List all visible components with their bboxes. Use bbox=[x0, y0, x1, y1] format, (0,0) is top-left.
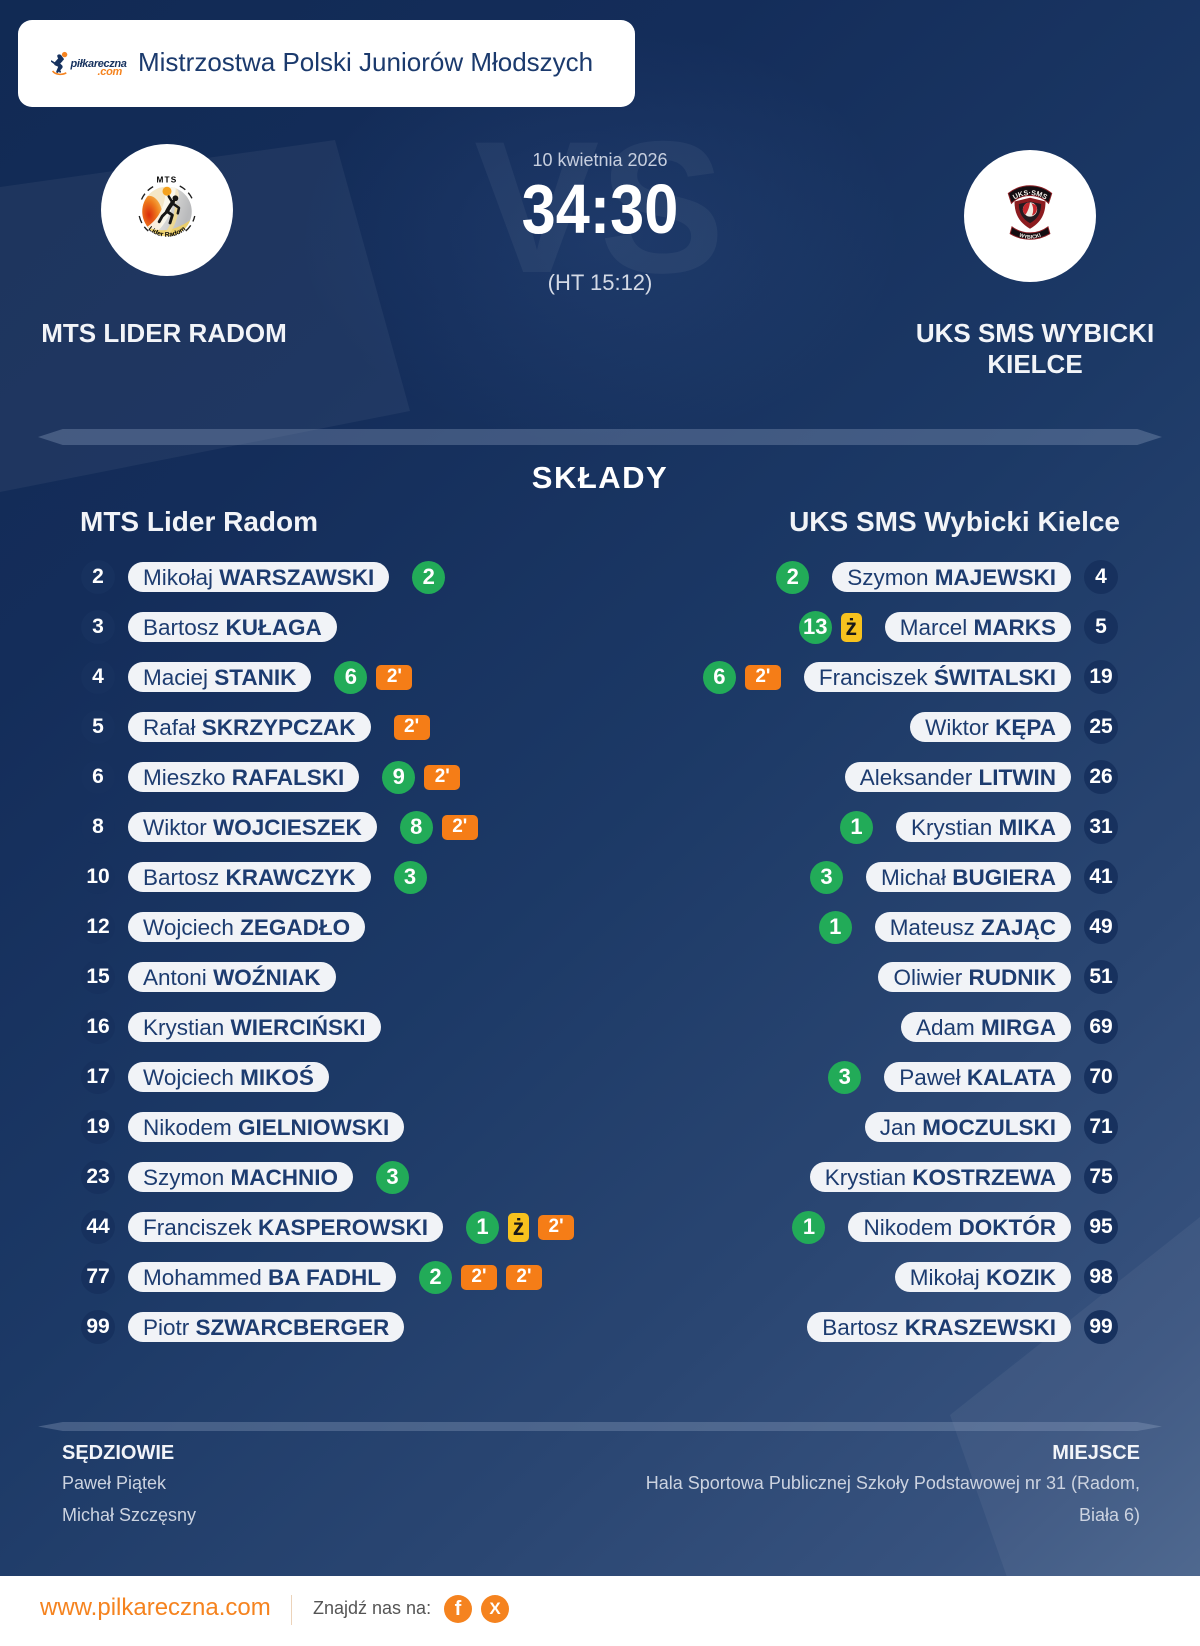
svg-text:UKS·SMS: UKS·SMS bbox=[1011, 189, 1048, 202]
svg-text:MTS: MTS bbox=[156, 176, 177, 185]
svg-text:piłkareczna: piłkareczna bbox=[70, 58, 127, 70]
svg-text:.com: .com bbox=[98, 66, 123, 78]
svg-text:WYBICKI: WYBICKI bbox=[1018, 232, 1042, 240]
